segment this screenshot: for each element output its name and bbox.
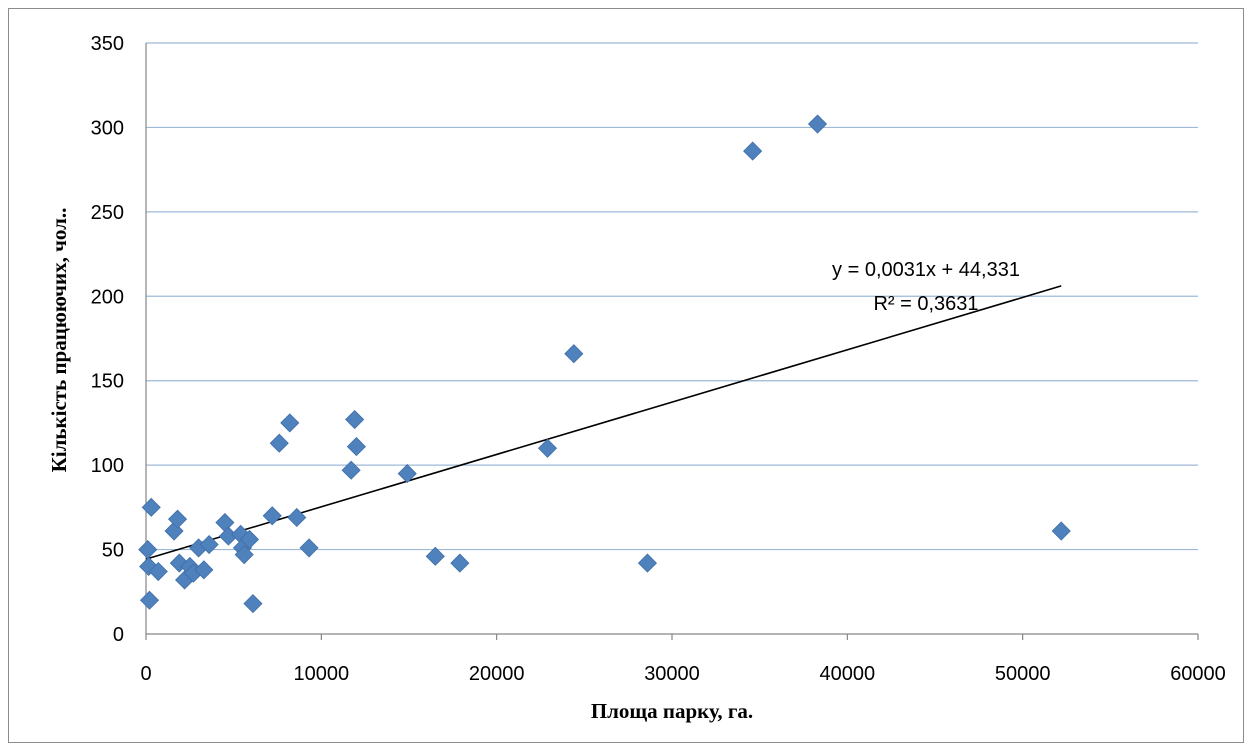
data-point-37 [1051, 521, 1071, 541]
x-tick-0: 0 [140, 663, 151, 685]
data-point-2 [139, 590, 160, 610]
x-tick-50000: 50000 [995, 663, 1051, 685]
y-tick-100: 100 [91, 455, 124, 477]
y-tick-350: 350 [91, 33, 124, 55]
data-point-35 [743, 141, 763, 161]
data-point-23 [280, 413, 300, 433]
data-point-4 [148, 561, 168, 582]
data-point-28 [346, 437, 366, 457]
y-axis-title: Кількість працюючих, чол.. [47, 208, 71, 473]
data-point-22 [269, 433, 289, 453]
x-tick-40000: 40000 [820, 663, 876, 685]
data-point-30 [425, 546, 445, 566]
data-point-29 [397, 464, 417, 484]
data-point-14 [215, 512, 235, 533]
data-point-27 [345, 409, 365, 430]
data-point-26 [341, 460, 361, 480]
chart-frame [8, 8, 1244, 743]
data-point-24 [287, 507, 307, 528]
data-point-21 [262, 506, 282, 526]
gridlines [146, 42, 1198, 551]
data-point-33 [564, 344, 584, 364]
x-tick-30000: 30000 [644, 663, 700, 685]
data-point-31 [450, 553, 470, 573]
y-tick-150: 150 [91, 371, 124, 393]
y-tick-0: 0 [113, 624, 124, 646]
x-tick-20000: 20000 [469, 663, 525, 685]
data-point-6 [167, 509, 188, 529]
x-tick-60000: 60000 [1170, 663, 1226, 685]
data-point-0 [138, 540, 158, 560]
trendline-r-squared: R² = 0,3631 [873, 293, 978, 315]
data-point-19 [239, 529, 260, 550]
data-point-3 [141, 497, 161, 517]
data-point-12 [194, 560, 214, 580]
x-tick-labels: 0 10000 20000 30000 40000 50000 60000 [140, 663, 1225, 685]
trendline-equation: y = 0,0031x + 44,331 [832, 259, 1020, 281]
data-points [138, 114, 1071, 614]
y-tick-250: 250 [91, 202, 124, 224]
x-tick-10000: 10000 [294, 663, 350, 685]
y-tick-labels: 0 50 100 150 200 250 300 350 [91, 33, 124, 646]
y-tick-50: 50 [102, 540, 124, 562]
y-tick-200: 200 [91, 286, 124, 308]
y-tick-300: 300 [91, 117, 124, 139]
data-point-36 [807, 114, 828, 134]
axes [145, 43, 1199, 640]
data-point-25 [299, 538, 319, 558]
data-point-13 [199, 534, 219, 555]
data-point-20 [243, 594, 263, 614]
data-point-34 [637, 553, 658, 573]
x-axis-title: Площа парку, га. [591, 699, 753, 723]
data-point-32 [537, 438, 558, 458]
data-point-18 [234, 545, 254, 565]
